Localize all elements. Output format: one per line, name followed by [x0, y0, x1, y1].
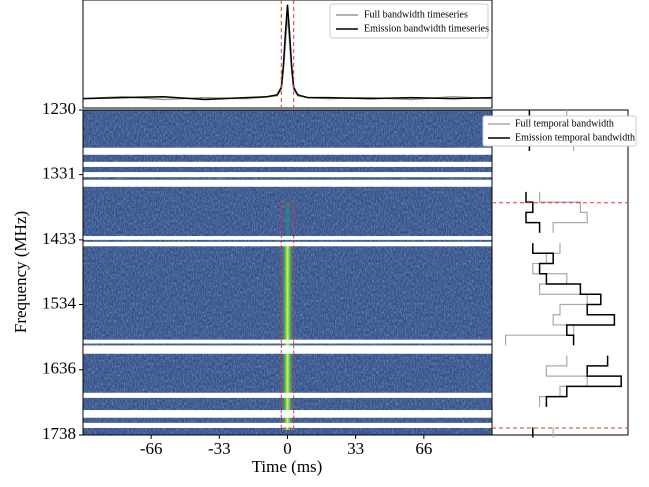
x-tick-label: -66 — [140, 439, 163, 458]
legend-label: Full bandwidth timeseries — [364, 9, 468, 20]
burst-tail — [285, 202, 290, 245]
emission-window — [280, 202, 295, 429]
masked-band — [83, 410, 492, 418]
y-tick-label: 1636 — [42, 359, 76, 378]
spectrum-frame — [491, 109, 629, 436]
x-tick-label: -33 — [208, 439, 231, 458]
masked-band — [83, 236, 492, 240]
burst-glow — [281, 244, 294, 430]
masked-band — [83, 147, 492, 155]
legend-label: Full temporal bandwidth — [515, 118, 614, 129]
y-tick-label: 1534 — [42, 293, 77, 312]
legend-box — [329, 3, 489, 39]
x-tick-label: 0 — [283, 439, 292, 458]
y-tick-label: 1433 — [42, 229, 76, 248]
legend-label: Emission temporal bandwidth — [515, 132, 635, 143]
x-axis-label: Time (ms) — [252, 457, 323, 476]
masked-band — [83, 345, 492, 354]
x-tick-label: 33 — [347, 439, 364, 458]
masked-band — [83, 422, 492, 428]
y-tick-label: 1738 — [42, 424, 76, 443]
masked-band — [83, 392, 492, 398]
masked-band — [83, 241, 492, 247]
y-tick-label: 1331 — [42, 164, 76, 183]
masked-band — [83, 161, 492, 167]
masked-band — [83, 172, 492, 178]
masked-band — [83, 179, 492, 187]
masked-band — [83, 339, 492, 344]
legend-box — [482, 115, 637, 147]
y-tick-label: 1230 — [42, 99, 76, 118]
x-tick-label: 66 — [415, 439, 432, 458]
timeseries-line — [82, 4, 493, 101]
timeseries-frame — [82, 0, 493, 109]
y-axis-label: Frequency (MHz) — [11, 211, 30, 333]
legend-label: Emission bandwidth timeseries — [364, 23, 489, 34]
